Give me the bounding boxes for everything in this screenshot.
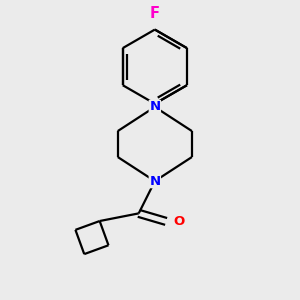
Text: N: N [149,100,161,113]
Text: O: O [173,215,184,228]
Text: F: F [150,5,160,20]
Text: N: N [149,175,161,188]
